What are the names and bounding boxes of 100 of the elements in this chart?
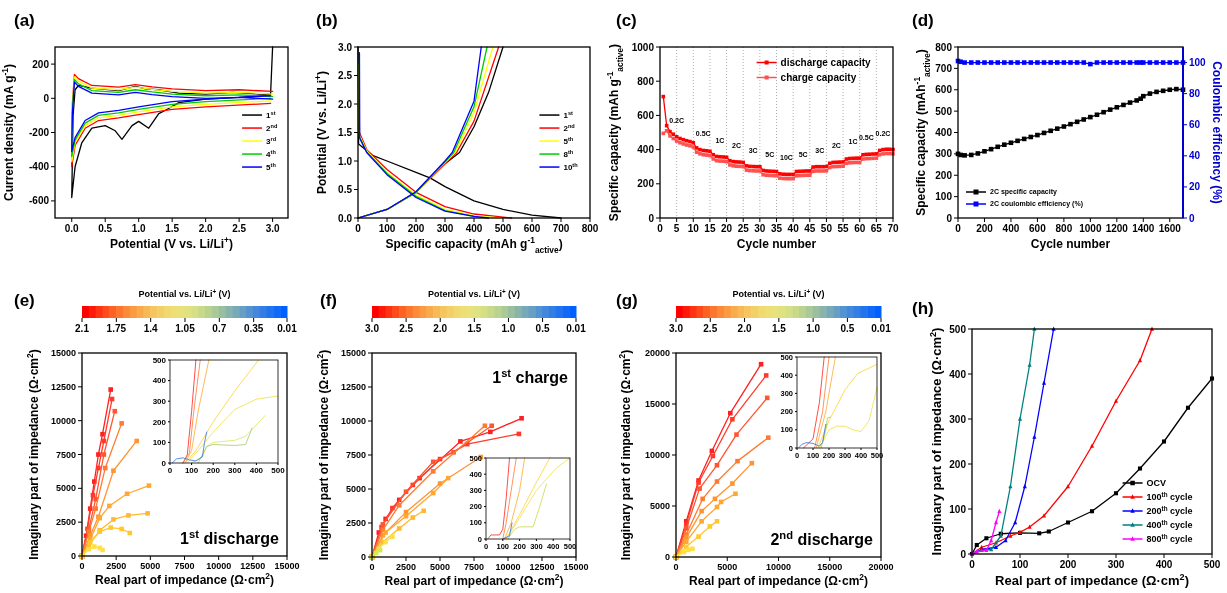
x-tick-label: 1.0 (131, 223, 147, 234)
color-bar-label: 2.5 (399, 323, 414, 334)
x-tick-label: 800 (581, 223, 599, 234)
y2-tick-label: 40 (1189, 150, 1201, 162)
chart-title: (h) (912, 299, 934, 318)
x-tick-label: 20 (721, 223, 733, 234)
x-tick-label: 10000 (206, 561, 232, 571)
y-tick-label: 0.5 (338, 184, 353, 195)
x-tick-label: 15000 (817, 562, 843, 572)
legend-label: 10$^{th}$ (563, 161, 579, 172)
y-tick-label: 15000 (644, 399, 670, 410)
y-tick-label: 300 (935, 148, 953, 160)
y-tick-label: 100 (935, 191, 953, 203)
x-tick-label: 30 (754, 223, 766, 234)
x-tick-label: 12500 (240, 561, 266, 571)
y-tick-label: 200 (935, 169, 953, 181)
x-tick-label: 2.5 (232, 223, 247, 234)
color-bar-label: 0.01 (277, 323, 298, 334)
x-tick-label: 200 (1059, 559, 1077, 570)
y-tick-label: 0 (946, 212, 953, 224)
color-bar-label: 2.0 (433, 323, 448, 334)
y-tick-label: 3.0 (338, 41, 353, 53)
color-bar-label: 0.7 (212, 323, 227, 334)
x-tick-label: 300 (436, 223, 454, 234)
y-tick-label: 15000 (340, 348, 366, 359)
x-tick-label: 500 (494, 223, 512, 234)
y2-tick-label: 20 (1189, 181, 1201, 193)
legend-label: discharge capacity (780, 57, 872, 68)
x-tick-label: 15000 (563, 562, 589, 572)
color-bar-label: 1.0 (501, 323, 516, 334)
y-tick-label: -600 (28, 195, 50, 207)
y-tick-label: 600 (637, 109, 655, 121)
y-tick-label: 400 (637, 144, 655, 156)
x-tick-label: 2500 (395, 562, 417, 572)
y-tick-label: -200 (28, 127, 50, 138)
legend-label: 5$^{th}$ (563, 135, 574, 146)
y-tick-label: 600 (935, 84, 953, 96)
y-tick-label: 200 (637, 178, 655, 190)
y-tick-label: 0 (70, 551, 76, 562)
y2-tick-label: 80 (1189, 88, 1201, 100)
legend-label: 100$^{th}$ cycle (1146, 490, 1193, 503)
y-tick-label: 400 (152, 376, 167, 386)
x-tick-label: 2500 (106, 561, 127, 571)
y-tick-label: 500 (152, 355, 167, 365)
y-tick-label: 300 (949, 413, 967, 425)
y-tick-label: 800 (637, 75, 655, 87)
color-bar-label: 0.35 (243, 323, 264, 334)
x-tick-label: 0.5 (98, 223, 113, 234)
legend-label: 2$^{nd}$ (266, 122, 278, 133)
y-tick-label: 1.0 (338, 155, 353, 167)
chart-title: (a) (14, 11, 35, 30)
x-axis-title: Cycle number (1030, 237, 1111, 251)
x-tick-label: 10000 (495, 562, 521, 572)
legend-label: 800$^{th}$ cycle (1146, 532, 1193, 545)
y-tick-label: 5000 (649, 501, 670, 512)
y-tick-label: 5000 (345, 484, 366, 495)
x-tick-label: 800 (1055, 223, 1073, 234)
x-axis-title: Cycle number (736, 237, 817, 251)
x-tick-label: 35 (770, 223, 783, 234)
x-tick-label: 400 (249, 466, 264, 475)
y-tick-label: 5000 (55, 483, 76, 494)
y-tick-label: 2.0 (338, 98, 353, 110)
y-tick-label: 1000 (631, 41, 655, 53)
y-tick-label: 200 (32, 58, 50, 70)
x-tick-label: 40 (787, 223, 800, 234)
y-tick-label: 15000 (50, 348, 76, 359)
color-bar-label: 1.05 (175, 323, 196, 334)
y-tick-label: 800 (935, 41, 953, 53)
x-tick-label: 1400 (1132, 223, 1155, 234)
x-axis-title: Specific capacity (mAh g$^{-1}$$_{active}$) (385, 235, 563, 255)
chart-title: (f) (320, 291, 337, 310)
y-tick-label: 0.0 (338, 212, 353, 224)
y-tick-label: 2.5 (338, 70, 353, 81)
x-tick-label: 5000 (717, 562, 738, 572)
annotation: 1$^{st}$ discharge (180, 528, 280, 547)
y-tick-label: -400 (28, 161, 50, 173)
legend-label: 5$^{th}$ (266, 161, 277, 172)
x-tick-label: 700 (552, 223, 570, 234)
x-tick-label: 3.0 (265, 223, 280, 234)
x-axis-title: Potential (V vs. Li/Li$^{+}$) (110, 235, 233, 251)
y-tick-label: 10000 (340, 416, 366, 427)
y-tick-label: 12500 (50, 381, 76, 392)
chart-title: (g) (616, 291, 638, 310)
x-tick-label: 2.0 (198, 223, 214, 234)
x-tick-label: 50 (820, 223, 833, 234)
y-tick-label: 0 (43, 92, 50, 104)
x-tick-label: 400 (1002, 223, 1020, 234)
chart-title: (e) (14, 291, 35, 310)
x-tick-label: 1600 (1158, 223, 1182, 234)
x-tick-label: 20000 (868, 562, 894, 572)
y-tick-label: 400 (935, 127, 953, 138)
x-tick-label: 0 (79, 561, 85, 571)
x-axis-title: Real part of impedance (Ω·cm$^{2}$) (995, 572, 1189, 588)
y-tick-label: 500 (949, 323, 967, 335)
y-tick-label: 1.5 (338, 127, 353, 138)
chart-title: (d) (912, 11, 934, 30)
x-tick-label: 10 (687, 223, 700, 234)
legend-label: OCV (1146, 478, 1167, 489)
x-tick-label: 25 (737, 223, 750, 234)
y2-tick-label: 100 (1189, 57, 1207, 69)
